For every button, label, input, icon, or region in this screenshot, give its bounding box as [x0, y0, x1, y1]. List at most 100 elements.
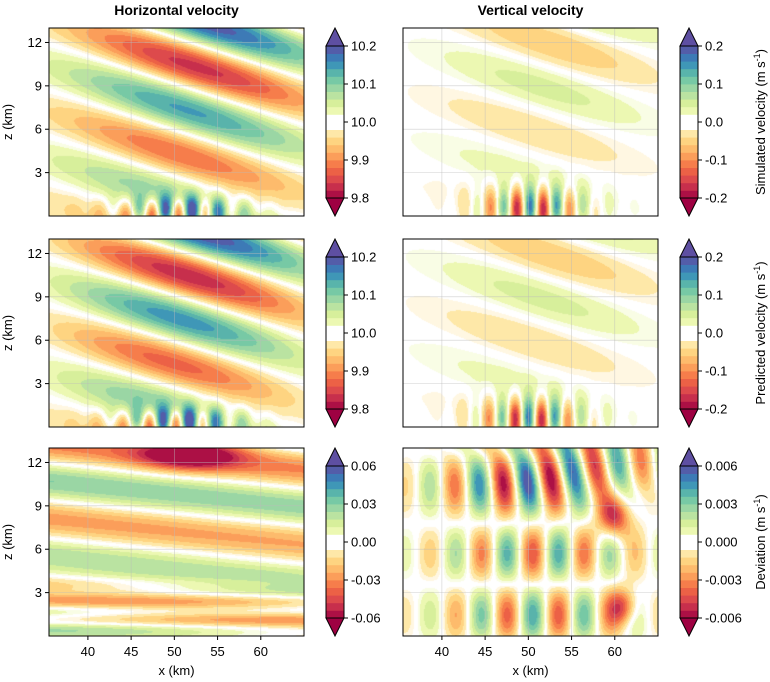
colorbar-segment: [326, 496, 344, 505]
x-axis-label: x (km): [512, 663, 548, 678]
colorbar-tick-label: 0.0: [705, 115, 723, 130]
colorbar-segment: [680, 137, 698, 146]
heatmap-panel: 3 6 9 12 z (km): [0, 238, 305, 428]
colorbar-segment: [680, 504, 698, 512]
colorbar-tick-label: -0.06: [351, 611, 381, 626]
colorbar-segment: [326, 137, 344, 146]
colorbar-segment: [680, 378, 698, 387]
colorbar-tick-label: 9.8: [351, 191, 369, 206]
colorbar-tick-label: 0.0: [705, 326, 723, 341]
x-tick-label: 40: [81, 644, 95, 659]
z-axis-label: z (km): [0, 524, 15, 560]
colorbar-segment: [680, 257, 698, 265]
panel-frame: [402, 447, 659, 637]
heatmap-field: [403, 28, 658, 216]
colorbar-tick-label: 9.8: [351, 402, 369, 417]
row-label: Deviation (m s-1): [752, 494, 768, 589]
colorbar-segment: [326, 393, 344, 402]
colorbar-tick-label: -0.03: [351, 573, 381, 588]
colorbar-segment: [680, 61, 698, 70]
colorbar-tick-label: 9.9: [351, 153, 369, 168]
z-tick-label: 12: [28, 35, 42, 50]
colorbar-segment: [326, 488, 344, 497]
colorbar-extend-min: [679, 197, 699, 218]
colorbar: 0.2 0.1 0.0 -0.1 -0.2: [679, 237, 727, 429]
colorbar-segment: [680, 152, 698, 161]
colorbar-tick-label: 0.2: [705, 39, 723, 54]
z-tick-label: 9: [35, 78, 42, 93]
colorbar-extend-min: [325, 408, 345, 429]
colorbar-segment: [326, 175, 344, 184]
colorbar-segment: [326, 106, 344, 115]
colorbar-tick-label: 0.006: [705, 459, 738, 474]
colorbar-segment: [680, 610, 698, 619]
z-tick-label: 3: [35, 165, 42, 180]
row-label: Simulated velocity (m s-1): [752, 49, 768, 195]
colorbar-segment: [680, 46, 698, 54]
panel-frame: [402, 238, 659, 428]
colorbar-segment: [680, 76, 698, 85]
colorbar-segment: [680, 295, 698, 303]
colorbar-segment: [680, 160, 698, 168]
colorbar-segment: [326, 602, 344, 611]
colorbar-segment: [680, 99, 698, 108]
colorbar-segment: [326, 473, 344, 482]
colorbar-segment: [326, 401, 344, 410]
colorbar-segment: [326, 355, 344, 364]
heatmap-panel: [402, 238, 659, 428]
colorbar-extend-max: [679, 26, 699, 47]
colorbar-segment: [680, 564, 698, 573]
colorbar-segment: [680, 595, 698, 604]
colorbar-tick-label: 0.1: [705, 288, 723, 303]
colorbar-segment: [326, 122, 344, 130]
colorbar-extend-max: [679, 446, 699, 467]
colorbar-segment: [680, 340, 698, 349]
colorbar-segment: [326, 272, 344, 281]
heatmap-panel: 3 6 9 12 z (km): [0, 27, 305, 217]
colorbar-segment: [326, 325, 344, 334]
colorbar-segment: [326, 481, 344, 490]
colorbar: 0.006 0.003 0.000 -0.003 -0.006: [679, 446, 742, 638]
column-title: Horizontal velocity: [114, 2, 239, 18]
colorbar-tick-label: 0.06: [351, 459, 376, 474]
x-tick-label: 55: [210, 644, 224, 659]
colorbar-segment: [680, 122, 698, 130]
colorbar-segment: [680, 68, 698, 77]
colorbar-segment: [680, 386, 698, 395]
colorbar-tick-label: 0.2: [705, 250, 723, 265]
colorbar-tick-label: 0.00: [351, 535, 376, 550]
colorbar-tick-label: 10.1: [351, 77, 376, 92]
heatmap-field: [49, 28, 304, 216]
colorbar-segment: [326, 333, 344, 341]
colorbar-extend-min: [679, 408, 699, 429]
colorbar-segment: [326, 340, 344, 349]
colorbar-segment: [326, 287, 344, 296]
row-label: Predicted velocity (m s-1): [752, 261, 768, 404]
colorbar-segment: [326, 257, 344, 265]
colorbar-tick-label: -0.006: [705, 611, 742, 626]
panel-frame: [48, 447, 305, 637]
colorbar: 10.2 10.1 10.0 9.9 9.8: [325, 237, 376, 429]
colorbar-segment: [326, 526, 344, 535]
z-axis-label: z (km): [0, 315, 15, 351]
colorbar-segment: [680, 91, 698, 100]
heatmap-panel: 40 45 50 55 60 x (km): [402, 447, 659, 678]
colorbar-extend-max: [325, 446, 345, 467]
colorbar: 0.2 0.1 0.0 -0.1 -0.2: [679, 26, 727, 218]
x-tick-label: 50: [167, 644, 181, 659]
colorbar-tick-label: -0.1: [705, 364, 727, 379]
colorbar-segment: [326, 587, 344, 596]
colorbar-segment: [680, 549, 698, 558]
colorbar-segment: [680, 526, 698, 535]
colorbar-segment: [326, 504, 344, 512]
colorbar-segment: [680, 488, 698, 497]
colorbar-segment: [680, 572, 698, 581]
panel-frame: [48, 238, 305, 428]
panel-frame: [402, 27, 659, 217]
colorbar-segment: [680, 106, 698, 115]
colorbar-segment: [326, 279, 344, 288]
colorbar-tick-label: -0.2: [705, 402, 727, 417]
colorbar-tick-label: 0.03: [351, 497, 376, 512]
colorbar-segment: [680, 587, 698, 596]
colorbar-segment: [680, 175, 698, 184]
